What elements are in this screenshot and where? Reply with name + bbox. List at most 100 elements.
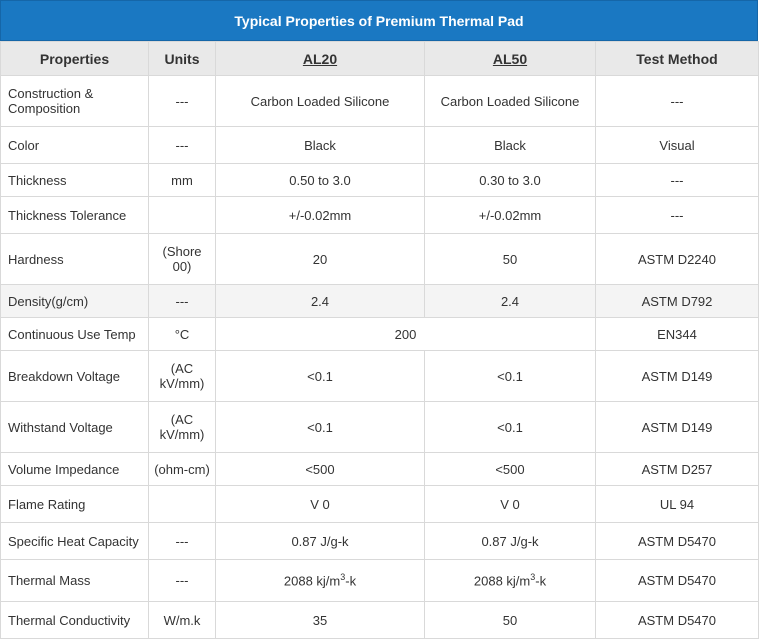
table-title: Typical Properties of Premium Thermal Pa… [0,0,758,41]
test-method-cell: ASTM D149 [595,350,759,402]
test-method-cell: Visual [595,126,759,164]
property-cell: Color [0,126,149,164]
unit-cell: mm [148,163,216,197]
test-method-cell: ASTM D257 [595,452,759,486]
property-cell: Hardness [0,233,149,285]
test-method-cell: EN344 [595,317,759,351]
test-method-cell: ASTM D5470 [595,601,759,639]
al50-value: <500 [424,452,596,486]
al20-value: Carbon Loaded Silicone [215,75,425,127]
test-method-cell: --- [595,163,759,197]
header-row: Properties Units AL20 AL50 Test Method [0,41,759,76]
al50-value: V 0 [424,485,596,523]
unit-cell: --- [148,126,216,164]
table-row: Thermal Mass --- 2088 kj/m3-k 2088 kj/m3… [0,559,759,602]
al50-value: Black [424,126,596,164]
test-method-cell: UL 94 [595,485,759,523]
unit-cell: --- [148,522,216,560]
properties-table: Properties Units AL20 AL50 Test Method C… [0,41,759,639]
al50-value: 2088 kj/m3-k [424,559,596,602]
unit-cell: (AC kV/mm) [148,401,216,453]
table-row: Hardness (Shore 00) 20 50 ASTM D2240 [0,233,759,285]
table-row: Density(g/cm) --- 2.4 2.4 ASTM D792 [0,284,759,318]
property-cell: Flame Rating [0,485,149,523]
property-cell: Continuous Use Temp [0,317,149,351]
unit-cell: °C [148,317,216,351]
unit-cell: (Shore 00) [148,233,216,285]
al20-value: 2.4 [215,284,425,318]
unit-cell: (ohm-cm) [148,452,216,486]
table-row: Color --- Black Black Visual [0,126,759,164]
header-al20[interactable]: AL20 [215,41,425,76]
al20-value: +/-0.02mm [215,196,425,234]
table-row: Breakdown Voltage (AC kV/mm) <0.1 <0.1 A… [0,350,759,402]
table-row: Construction & Composition --- Carbon Lo… [0,75,759,127]
al50-value: 50 [424,233,596,285]
property-cell: Density(g/cm) [0,284,149,318]
al50-link[interactable]: AL50 [492,50,528,67]
al20-value: <500 [215,452,425,486]
table-row: Withstand Voltage (AC kV/mm) <0.1 <0.1 A… [0,401,759,453]
al50-value-exponent: 3 [530,572,536,583]
al20-value: 20 [215,233,425,285]
merged-value: 200 [215,317,596,351]
al50-value: 50 [424,601,596,639]
table-row: Thickness Tolerance +/-0.02mm +/-0.02mm … [0,196,759,234]
al50-value: <0.1 [424,401,596,453]
unit-cell: --- [148,75,216,127]
header-units: Units [148,41,216,76]
test-method-cell: ASTM D792 [595,284,759,318]
al50-value: <0.1 [424,350,596,402]
al50-value-suffix: -k [535,573,547,589]
property-cell: Thermal Mass [0,559,149,602]
table-row: Specific Heat Capacity --- 0.87 J/g-k 0.… [0,522,759,560]
table-row: Thickness mm 0.50 to 3.0 0.30 to 3.0 --- [0,163,759,197]
al20-value: <0.1 [215,401,425,453]
unit-cell [148,485,216,523]
header-al50[interactable]: AL50 [424,41,596,76]
al50-value: Carbon Loaded Silicone [424,75,596,127]
test-method-cell: ASTM D5470 [595,522,759,560]
header-test-method: Test Method [595,41,759,76]
al20-value-base: 2088 kj/m [283,573,341,589]
al20-value-suffix: -k [345,573,357,589]
property-cell: Breakdown Voltage [0,350,149,402]
table-row: Volume Impedance (ohm-cm) <500 <500 ASTM… [0,452,759,486]
al50-value: 2.4 [424,284,596,318]
al20-value: 0.50 to 3.0 [215,163,425,197]
header-properties: Properties [0,41,149,76]
al50-value: +/-0.02mm [424,196,596,234]
al20-value: <0.1 [215,350,425,402]
table-row: Flame Rating V 0 V 0 UL 94 [0,485,759,523]
test-method-cell: ASTM D5470 [595,559,759,602]
property-cell: Thickness Tolerance [0,196,149,234]
property-cell: Thickness [0,163,149,197]
table-row: Thermal Conductivity W/m.k 35 50 ASTM D5… [0,601,759,639]
al20-value-exponent: 3 [340,572,346,583]
property-cell: Withstand Voltage [0,401,149,453]
al50-value: 0.30 to 3.0 [424,163,596,197]
al20-value: 2088 kj/m3-k [215,559,425,602]
al20-link[interactable]: AL20 [302,50,338,67]
al20-value: V 0 [215,485,425,523]
test-method-cell: ASTM D149 [595,401,759,453]
property-cell: Volume Impedance [0,452,149,486]
unit-cell: --- [148,559,216,602]
al20-value: Black [215,126,425,164]
unit-cell [148,196,216,234]
test-method-cell: --- [595,196,759,234]
table-row: Continuous Use Temp °C 200 EN344 [0,317,759,351]
property-cell: Construction & Composition [0,75,149,127]
al50-value: 0.87 J/g-k [424,522,596,560]
test-method-cell: ASTM D2240 [595,233,759,285]
unit-cell: --- [148,284,216,318]
property-cell: Specific Heat Capacity [0,522,149,560]
property-cell: Thermal Conductivity [0,601,149,639]
al20-value: 35 [215,601,425,639]
unit-cell: W/m.k [148,601,216,639]
test-method-cell: --- [595,75,759,127]
al20-value: 0.87 J/g-k [215,522,425,560]
al50-value-base: 2088 kj/m [473,573,531,589]
unit-cell: (AC kV/mm) [148,350,216,402]
